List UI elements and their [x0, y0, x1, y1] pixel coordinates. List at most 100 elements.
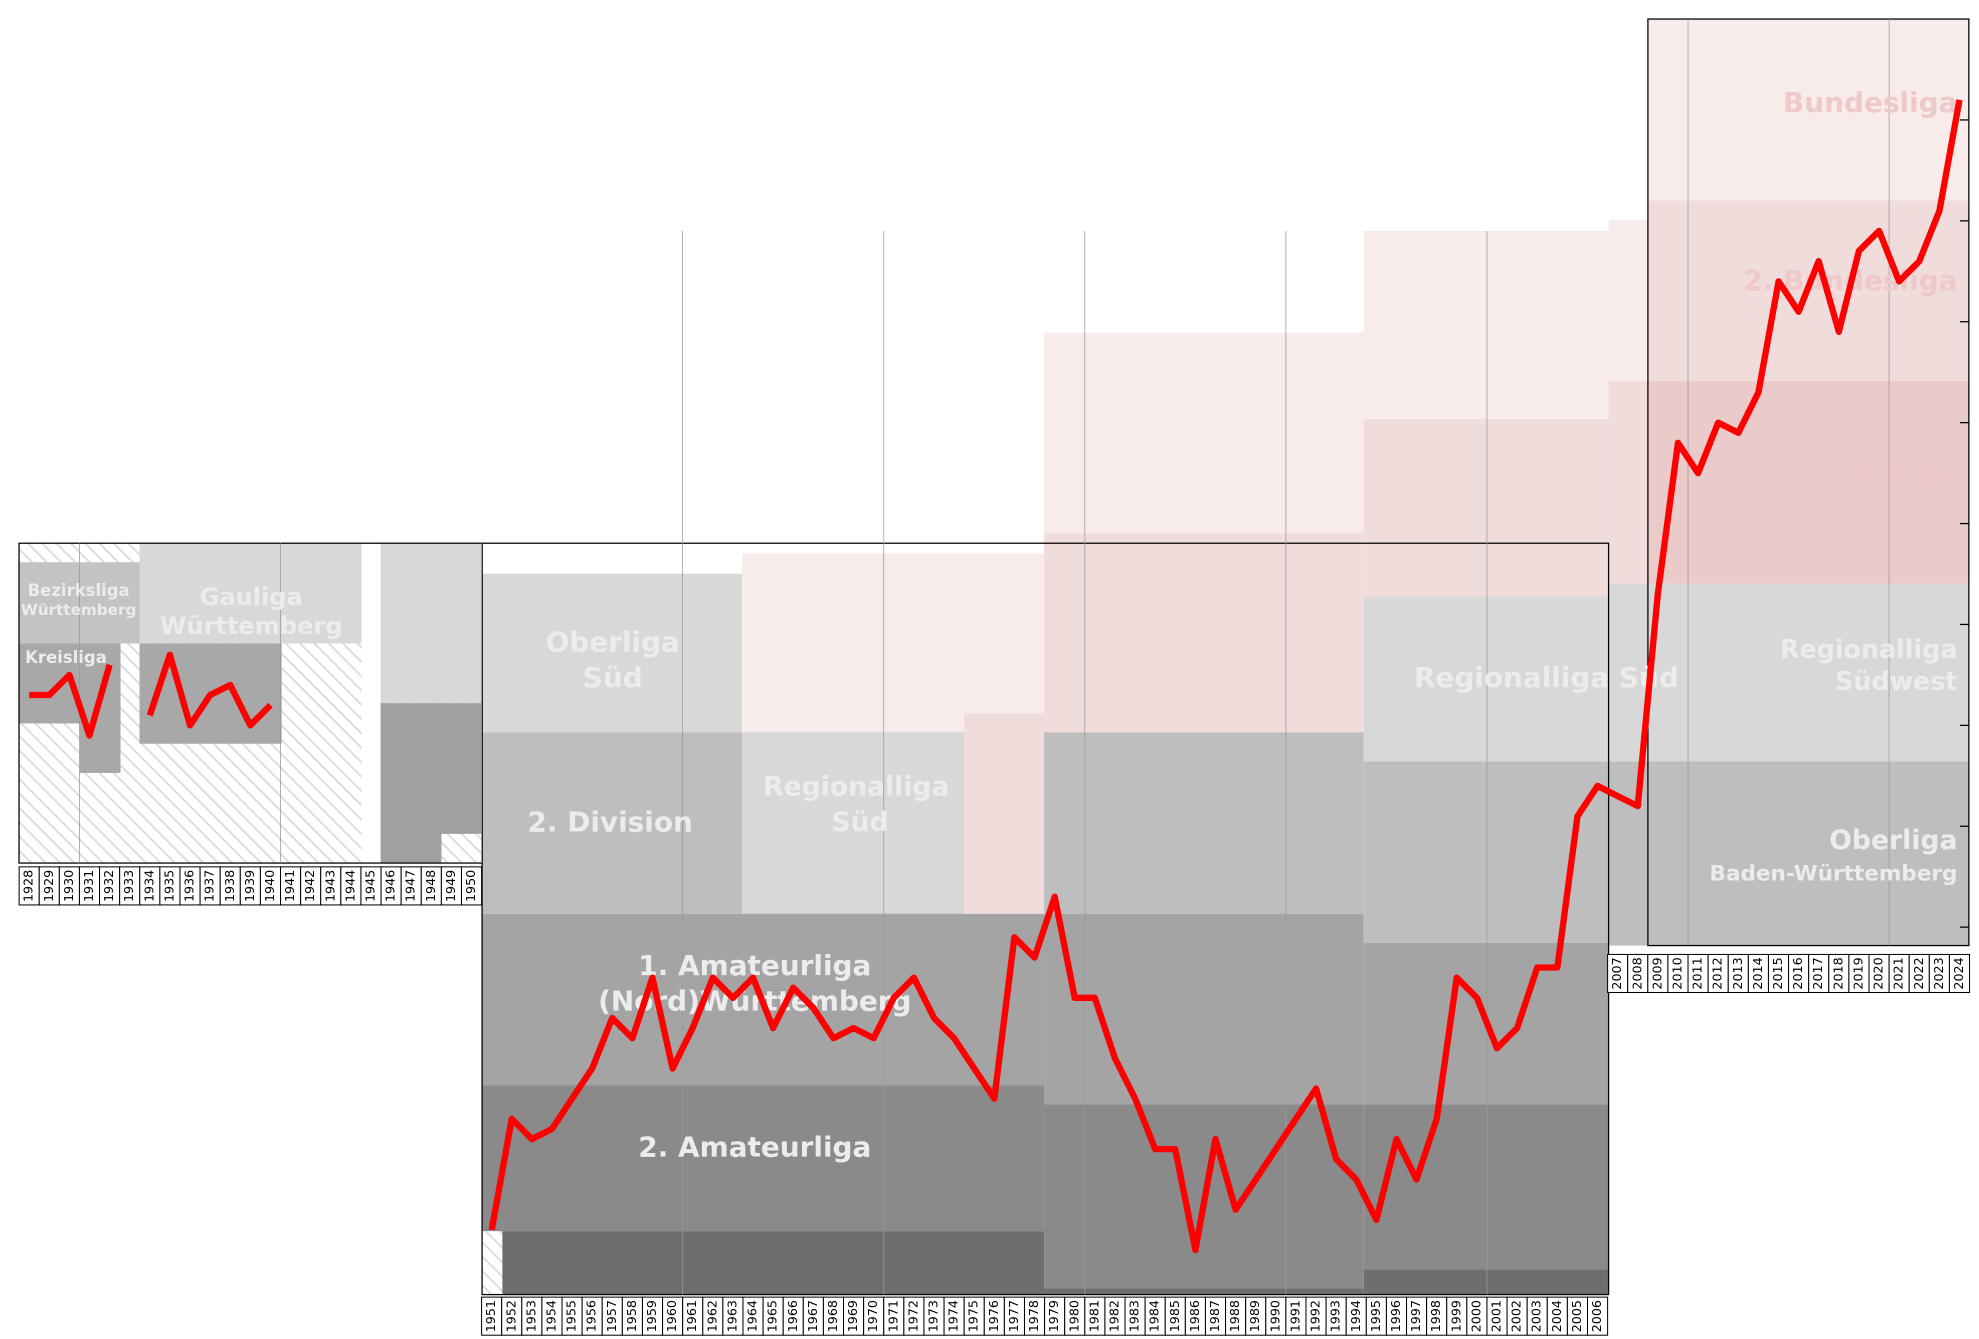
league-label: Oberliga [1829, 825, 1957, 856]
league-label: 3. Liga [1852, 455, 1958, 488]
tier-band [1608, 583, 1648, 762]
league-label: Bundesliga [1783, 86, 1957, 119]
league-label: Südwest [1835, 666, 1957, 696]
x-tick-label: 2002 [1509, 1300, 1524, 1332]
tier-band [441, 833, 483, 864]
tier-band [742, 732, 965, 914]
section-frame [18, 542, 483, 864]
league-label: Regionalliga [763, 772, 949, 803]
x-tick-label: 1995 [1368, 1300, 1383, 1332]
x-tick-label: 1949 [443, 870, 458, 902]
x-tick-label: 1961 [684, 1300, 699, 1332]
x-tick-label: 1931 [81, 870, 96, 902]
x-tick-label: 1971 [885, 1300, 900, 1332]
x-tick-label: 2023 [1931, 957, 1946, 989]
x-tick-label: 2009 [1649, 957, 1664, 989]
x-tick-label: 1974 [946, 1300, 961, 1332]
x-tick-label: 1951 [483, 1300, 498, 1332]
tier-band [742, 553, 1045, 733]
x-tick-label: 1978 [1026, 1300, 1041, 1332]
x-tick-label: 1955 [564, 1300, 579, 1332]
tier-band [1363, 418, 1609, 597]
x-tick-label: 1930 [61, 870, 76, 902]
x-tick-label: 1975 [966, 1300, 981, 1332]
x-tick-label: 1941 [282, 870, 297, 902]
tier-band [1647, 583, 1969, 762]
x-tick-label: 1985 [1167, 1300, 1182, 1332]
x-tick-label: 1976 [986, 1300, 1001, 1332]
x-tick-label: 1944 [342, 870, 357, 902]
x-tick-label: 1981 [1086, 1300, 1101, 1332]
tier-band [482, 1231, 1045, 1295]
x-tick-label: 1934 [141, 870, 156, 902]
league-label: Baden-Württemberg [1710, 861, 1958, 886]
x-tick-label: 1929 [41, 870, 56, 902]
x-tick-label: 1965 [765, 1300, 780, 1332]
tier-band [1647, 761, 1969, 946]
section-frame [481, 542, 1610, 1296]
league-label: 2. Division [527, 806, 692, 839]
x-tick-label: 1942 [302, 870, 317, 902]
tier-band [1363, 596, 1609, 762]
x-tick-label: 1996 [1388, 1300, 1403, 1332]
plot: BezirksligaWürttembergKreisligaGauligaWü… [18, 18, 1971, 1336]
league-label: Württemberg [21, 601, 136, 619]
x-tick-label: 2022 [1911, 957, 1926, 989]
x-tick-label: 1989 [1247, 1300, 1262, 1332]
x-tick-label: 2019 [1850, 957, 1865, 989]
x-tick-label: 1967 [805, 1300, 820, 1332]
x-tick-label: 1968 [825, 1300, 840, 1332]
x-tick-label: 1952 [503, 1300, 518, 1332]
x-tick-label: 2008 [1629, 957, 1644, 989]
tier-band [482, 573, 743, 733]
x-tick-label: 2001 [1489, 1300, 1504, 1332]
position-line [29, 99, 1963, 1254]
x-tick-label: 2010 [1669, 957, 1684, 989]
x-tick-label: 1953 [523, 1300, 538, 1332]
x-tick-label: 2017 [1810, 957, 1825, 989]
x-tick-label: 1977 [1006, 1300, 1021, 1332]
tier-band [964, 713, 1045, 914]
section-frame [1647, 18, 1970, 947]
league-label: 2. Amateurliga [638, 1131, 871, 1164]
x-tick-label: 1948 [423, 870, 438, 902]
x-tick-label: 1964 [745, 1300, 760, 1332]
league-label: Oberliga [546, 625, 680, 658]
tier-band [1044, 913, 1364, 1105]
tier-band [1363, 1269, 1609, 1295]
x-tick-label: 1936 [182, 870, 197, 902]
x-tick-label: 1970 [865, 1300, 880, 1332]
x-tick-label: 1947 [403, 870, 418, 902]
x-tick-label: 1954 [543, 1300, 558, 1332]
league-label: Württemberg [160, 612, 343, 640]
tier-band [1044, 732, 1364, 914]
x-tick-label: 2004 [1549, 1300, 1564, 1332]
x-tick-label: 1980 [1066, 1300, 1081, 1332]
x-tick-label: 1966 [785, 1300, 800, 1332]
x-tick-label: 1939 [242, 870, 257, 902]
x-tick-label: 1959 [644, 1300, 659, 1332]
x-tick-label: 2003 [1529, 1300, 1544, 1332]
tier-band [139, 543, 362, 644]
tier-band [1608, 219, 1648, 381]
x-tick-label: 1993 [1328, 1300, 1343, 1332]
x-tick-label: 1956 [584, 1300, 599, 1332]
league-label: Regionalliga [1780, 634, 1957, 664]
x-tick-label: 1998 [1428, 1300, 1443, 1332]
x-tick-label: 2013 [1730, 957, 1745, 989]
x-tick-label: 2015 [1770, 957, 1785, 989]
x-tick-label: 1960 [664, 1300, 679, 1332]
x-tick-label: 2021 [1891, 957, 1906, 989]
year-cell [460, 866, 483, 906]
x-tick-label: 1997 [1408, 1300, 1423, 1332]
tier-band [482, 1231, 503, 1295]
x-tick-label: 1991 [1287, 1300, 1302, 1332]
tier-band [1363, 230, 1609, 419]
x-tick-label: 1994 [1348, 1300, 1363, 1332]
x-tick-label: 1945 [363, 870, 378, 902]
tier-band [380, 543, 483, 704]
x-tick-label: 1935 [161, 870, 176, 902]
x-tick-label: 1943 [322, 870, 337, 902]
x-tick-label: 1938 [222, 870, 237, 902]
